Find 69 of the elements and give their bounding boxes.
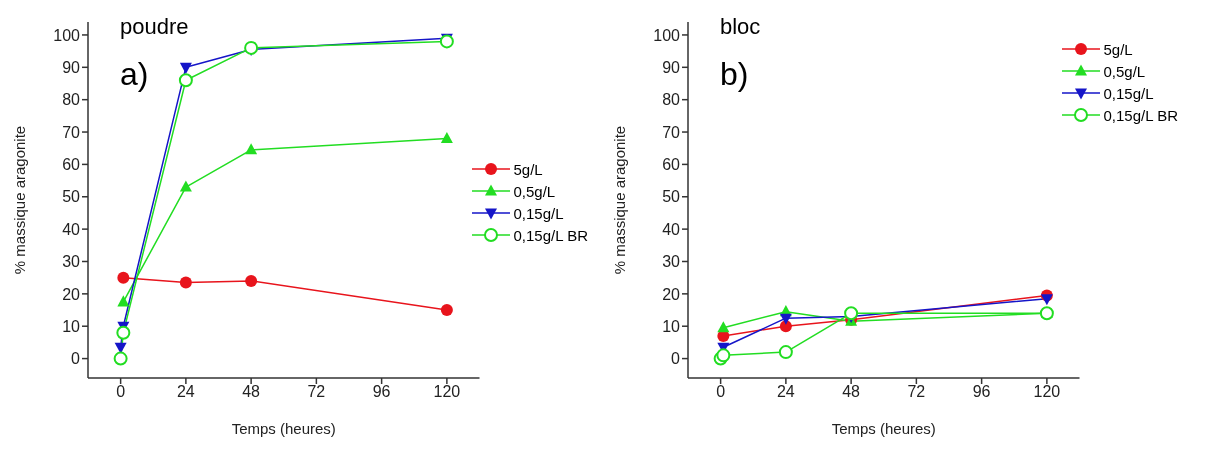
- point: [844, 306, 859, 321]
- y-tick-label: 60: [662, 156, 681, 174]
- x-axis-title: Temps (heures): [831, 420, 936, 437]
- x-tick-label: 120: [1033, 383, 1061, 401]
- legend-label: 5g/L: [1103, 40, 1133, 58]
- x-tick-label: 72: [907, 383, 926, 401]
- x-tick-label: 48: [242, 383, 261, 401]
- x-tick-label: 0: [116, 383, 126, 401]
- y-tick-label: 70: [662, 123, 681, 141]
- y-tick-label: 30: [662, 253, 681, 271]
- y-tick-label: 30: [62, 253, 81, 271]
- point: [439, 34, 454, 49]
- point: [116, 325, 131, 340]
- point: [179, 180, 192, 192]
- legend-label: 5g/L: [513, 160, 543, 178]
- y-axis-title: % massique aragonite: [11, 125, 29, 275]
- point: [117, 271, 130, 284]
- point: [179, 62, 192, 74]
- y-tick-label: 0: [671, 350, 681, 368]
- legend-label: 0,15g/L BR: [513, 226, 588, 244]
- chart-title: bloc: [720, 14, 761, 40]
- point: [179, 276, 192, 289]
- point: [440, 131, 453, 144]
- point: [440, 304, 453, 317]
- legend-label: 0,15g/L BR: [1103, 106, 1178, 124]
- y-tick-label: 70: [62, 123, 81, 141]
- y-tick-label: 40: [662, 220, 681, 238]
- point: [717, 321, 730, 333]
- legend-label: 0,15g/L: [1103, 84, 1154, 102]
- x-tick-label: 48: [842, 383, 861, 401]
- annotation: a): [120, 56, 149, 93]
- point: [778, 345, 793, 360]
- legend-label: 0,5g/L: [513, 182, 556, 200]
- y-tick-label: 100: [53, 26, 81, 44]
- annotation: b): [720, 56, 749, 93]
- y-tick-label: 20: [62, 285, 81, 303]
- y-tick-label: 40: [62, 220, 81, 238]
- y-tick-label: 90: [662, 58, 681, 76]
- y-tick-label: 20: [662, 285, 681, 303]
- y-tick-label: 80: [62, 91, 81, 109]
- x-tick-label: 0: [716, 383, 726, 401]
- legend-label: 0,15g/L: [513, 204, 564, 222]
- point: [245, 143, 258, 155]
- x-tick-label: 96: [972, 383, 991, 401]
- y-tick-label: 50: [62, 188, 81, 206]
- y-tick-label: 80: [662, 91, 681, 109]
- x-tick-label: 96: [372, 383, 391, 401]
- point: [113, 351, 128, 366]
- point: [117, 295, 130, 307]
- legend-label: 0,5g/L: [1103, 62, 1146, 80]
- point: [779, 313, 792, 325]
- chart-title: poudre: [120, 14, 189, 40]
- y-tick-label: 10: [62, 317, 81, 335]
- y-tick-label: 90: [62, 58, 81, 76]
- y-axis-title: % massique aragonite: [611, 125, 629, 275]
- y-tick-label: 100: [653, 26, 681, 44]
- x-tick-label: 24: [176, 383, 195, 401]
- x-tick-label: 72: [307, 383, 326, 401]
- point: [245, 274, 258, 287]
- y-tick-label: 60: [62, 156, 81, 174]
- y-tick-label: 10: [662, 317, 681, 335]
- point: [244, 40, 259, 55]
- point: [178, 73, 193, 88]
- x-tick-label: 120: [433, 383, 461, 401]
- y-tick-label: 50: [662, 188, 681, 206]
- point: [1040, 294, 1053, 306]
- y-tick-label: 0: [71, 350, 81, 368]
- x-tick-label: 24: [776, 383, 795, 401]
- x-axis-title: Temps (heures): [231, 420, 336, 437]
